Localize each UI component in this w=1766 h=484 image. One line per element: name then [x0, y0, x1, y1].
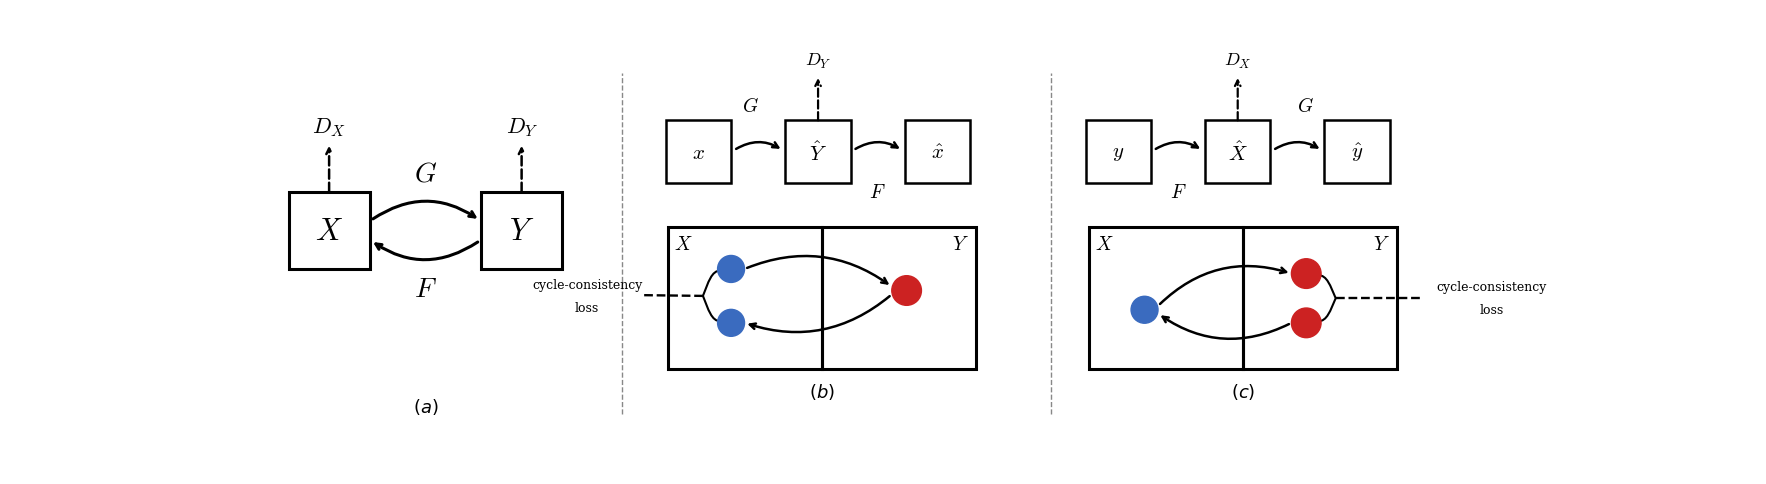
Text: $Y$: $Y$ — [1374, 235, 1390, 254]
Text: $\hat{Y}$: $\hat{Y}$ — [809, 141, 826, 165]
Text: cycle-consistency: cycle-consistency — [1436, 281, 1547, 294]
Bar — [1090, 227, 1243, 370]
Text: $(a)$: $(a)$ — [413, 396, 438, 416]
Text: $Y$: $Y$ — [952, 235, 970, 254]
Text: $\hat{x}$: $\hat{x}$ — [931, 143, 943, 163]
Circle shape — [1291, 259, 1321, 289]
Bar — [668, 227, 821, 370]
Text: $F$: $F$ — [413, 274, 436, 302]
Text: $D_Y$: $D_Y$ — [505, 116, 537, 138]
Bar — [1243, 227, 1397, 370]
Bar — [1204, 121, 1270, 184]
Text: loss: loss — [576, 302, 599, 314]
Text: $X$: $X$ — [675, 235, 692, 254]
Text: $y$: $y$ — [1113, 143, 1125, 163]
Text: $Y$: $Y$ — [509, 216, 535, 245]
Circle shape — [717, 256, 745, 283]
Bar — [480, 193, 562, 270]
Circle shape — [717, 310, 745, 337]
Circle shape — [1130, 297, 1158, 324]
Text: $X$: $X$ — [314, 216, 343, 245]
Bar — [288, 193, 369, 270]
Text: $F$: $F$ — [1169, 183, 1187, 202]
Text: $F$: $F$ — [869, 183, 887, 202]
Text: $X$: $X$ — [1095, 235, 1114, 254]
Bar — [821, 227, 977, 370]
Text: $\hat{X}$: $\hat{X}$ — [1227, 141, 1247, 165]
Text: $G$: $G$ — [1296, 97, 1314, 116]
Text: $(c)$: $(c)$ — [1231, 381, 1256, 401]
Bar — [904, 121, 970, 184]
Text: $D_X$: $D_X$ — [1224, 52, 1252, 71]
Bar — [1324, 121, 1390, 184]
Bar — [666, 121, 731, 184]
Bar — [1086, 121, 1151, 184]
Text: $D_X$: $D_X$ — [313, 116, 346, 138]
Text: $\hat{y}$: $\hat{y}$ — [1351, 141, 1363, 164]
Text: $D_Y$: $D_Y$ — [805, 52, 832, 71]
Text: $x$: $x$ — [692, 143, 705, 163]
Circle shape — [892, 276, 922, 306]
Text: loss: loss — [1480, 303, 1505, 317]
Bar — [786, 121, 851, 184]
Text: $(b)$: $(b)$ — [809, 381, 835, 401]
Circle shape — [1291, 308, 1321, 338]
Text: $G$: $G$ — [413, 159, 436, 187]
Text: $G$: $G$ — [742, 97, 759, 116]
Text: cycle-consistency: cycle-consistency — [532, 278, 643, 291]
